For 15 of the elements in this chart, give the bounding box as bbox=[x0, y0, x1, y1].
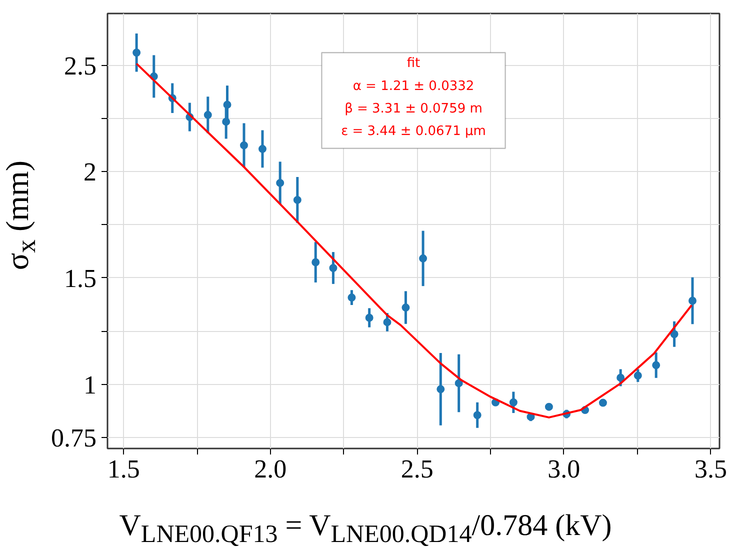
annotation: α = 1.21 ± 0.0332 bbox=[352, 78, 474, 94]
x-tick-label: 2.5 bbox=[400, 454, 434, 484]
y-tick-label: 1 bbox=[84, 370, 96, 400]
y-tick-label: 1.5 bbox=[64, 264, 96, 293]
y-tick-label: 0.75 bbox=[51, 423, 96, 452]
y-tick-label: 2.5 bbox=[64, 51, 96, 80]
annotation: β = 3.31 ± 0.0759 m bbox=[344, 101, 482, 116]
x-tick-label: 2.0 bbox=[254, 454, 287, 484]
x-axis-title: V$_{LNE00.QF13}$ = V$_{LNE00.QD14}$/0.784 (kV) bbox=[118, 508, 613, 550]
annotation: ε = 3.44 ± 0.0671 μm bbox=[341, 124, 486, 139]
x-tick-label: 1.5 bbox=[107, 454, 140, 484]
y-tick-label: 2 bbox=[84, 158, 96, 187]
x-tick-label: 3.5 bbox=[694, 454, 727, 484]
x-tick-label: 3.0 bbox=[548, 454, 580, 484]
text: fit bbox=[406, 56, 420, 72]
